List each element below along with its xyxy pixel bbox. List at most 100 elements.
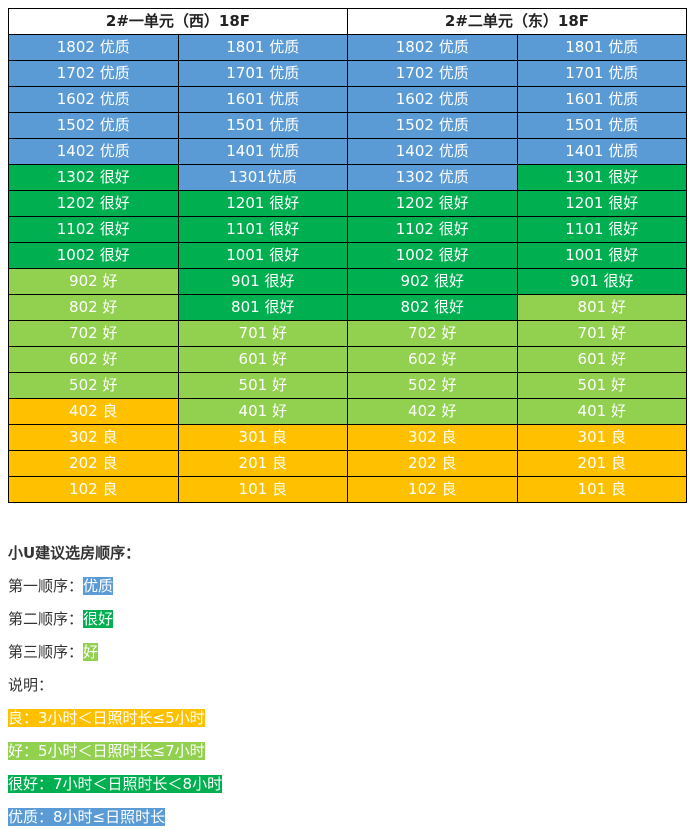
explain-label: 说明： <box>8 676 54 694</box>
notes: 小U建议选房顺序： 第一顺序：优质 第二顺序：很好 第三顺序：好 说明： 良：3小时… <box>8 542 223 839</box>
unit-cell: 1402 优质 <box>8 138 179 165</box>
table-row: 702 好 701 好 702 好 701 好 <box>8 320 687 347</box>
unit-cell: 301 良 <box>516 424 687 451</box>
unit-cell: 402 好 <box>347 398 518 425</box>
table-row: 1502 优质 1501 优质 1502 优质 1501 优质 <box>8 112 687 139</box>
unit-cell: 1501 优质 <box>177 112 348 139</box>
unit-cell: 1402 优质 <box>347 138 518 165</box>
table-row: 1302 很好 1301优质 1302 优质 1301 很好 <box>8 164 687 191</box>
unit-cell: 1101 很好 <box>516 216 687 243</box>
unit-cell: 702 好 <box>8 320 179 347</box>
order-item: 第一顺序：优质 <box>8 575 222 608</box>
unit-cell: 1201 很好 <box>516 190 687 217</box>
legend-text: 良：3小时＜日照时长≤5小时 <box>8 709 205 727</box>
table-row: 1102 很好 1101 很好 1102 很好 1101 很好 <box>8 216 687 243</box>
order-label: 第一顺序： <box>8 577 84 595</box>
unit-cell: 1701 优质 <box>177 60 348 87</box>
unit-cell: 1702 优质 <box>347 60 518 87</box>
unit-cell: 1601 优质 <box>177 86 348 113</box>
unit-cell: 501 好 <box>516 372 687 399</box>
table-row: 502 好 501 好 502 好 501 好 <box>8 372 687 399</box>
unit-cell: 801 好 <box>516 294 687 321</box>
unit-cell: 1102 很好 <box>347 216 518 243</box>
unit-cell: 1602 优质 <box>347 86 518 113</box>
unit-cell: 602 好 <box>347 346 518 373</box>
unit-cell: 1501 优质 <box>516 112 687 139</box>
unit-cell: 201 良 <box>177 450 348 477</box>
unit-cell: 802 很好 <box>347 294 518 321</box>
unit-cell: 1002 很好 <box>347 242 518 269</box>
legend-item: 优质：8小时≤日照时长 <box>8 806 222 839</box>
unit-cell: 1802 优质 <box>347 34 518 61</box>
unit-cell: 1201 很好 <box>177 190 348 217</box>
order-item: 第二顺序：很好 <box>8 608 222 641</box>
unit-cell: 602 好 <box>8 346 179 373</box>
unit-cell: 1302 优质 <box>347 164 518 191</box>
header-west-unit: 2#一单元（西）18F <box>8 8 348 35</box>
table-row: 902 好 901 很好 902 很好 901 很好 <box>8 268 687 295</box>
unit-cell: 1801 优质 <box>177 34 348 61</box>
table-row: 202 良 201 良 202 良 201 良 <box>8 450 687 477</box>
legend-item: 很好：7小时＜日照时长＜8小时 <box>8 773 223 806</box>
unit-cell: 201 良 <box>516 450 687 477</box>
order-label: 第二顺序： <box>8 610 84 628</box>
unit-cell: 1801 优质 <box>516 34 687 61</box>
unit-cell: 1001 很好 <box>516 242 687 269</box>
unit-cell: 901 很好 <box>516 268 687 295</box>
unit-cell: 1401 优质 <box>516 138 687 165</box>
order-item: 第三顺序：好 <box>8 641 222 674</box>
unit-cell: 302 良 <box>8 424 179 451</box>
table-row: 1702 优质 1701 优质 1702 优质 1701 优质 <box>8 60 687 87</box>
order-grade: 优质 <box>83 577 114 595</box>
unit-cell: 1101 很好 <box>177 216 348 243</box>
table-row: 1602 优质 1601 优质 1602 优质 1601 优质 <box>8 86 687 113</box>
table-row: 102 良 101 良 102 良 101 良 <box>8 476 687 503</box>
unit-cell: 101 良 <box>177 476 348 503</box>
unit-cell: 1701 优质 <box>516 60 687 87</box>
header-east-unit: 2#二单元（东）18F <box>347 8 687 35</box>
unit-cell: 502 好 <box>347 372 518 399</box>
table-row: 1202 很好 1201 很好 1202 很好 1201 很好 <box>8 190 687 217</box>
unit-cell: 1802 优质 <box>8 34 179 61</box>
unit-cell: 701 好 <box>516 320 687 347</box>
table-row: 1402 优质 1401 优质 1402 优质 1401 优质 <box>8 138 687 165</box>
order-label: 第三顺序： <box>8 643 84 661</box>
legend-text: 好：5小时＜日照时长≤7小时 <box>8 742 205 760</box>
unit-cell: 702 好 <box>347 320 518 347</box>
unit-cell: 1502 优质 <box>8 112 179 139</box>
table-row: 1002 很好 1001 很好 1002 很好 1001 很好 <box>8 242 687 269</box>
unit-cell: 202 良 <box>8 450 179 477</box>
unit-cell: 202 良 <box>347 450 518 477</box>
legend-text: 优质：8小时≤日照时长 <box>8 808 166 826</box>
order-grade: 很好 <box>83 610 114 628</box>
unit-cell: 1302 很好 <box>8 164 179 191</box>
unit-cell: 601 好 <box>177 346 348 373</box>
legend-text: 很好：7小时＜日照时长＜8小时 <box>8 775 223 793</box>
unit-cell: 601 好 <box>516 346 687 373</box>
unit-cell: 902 好 <box>8 268 179 295</box>
unit-cell: 1202 很好 <box>347 190 518 217</box>
table-row: 802 好 801 很好 802 很好 801 好 <box>8 294 687 321</box>
unit-cell: 302 良 <box>347 424 518 451</box>
table-row: 1802 优质 1801 优质 1802 优质 1801 优质 <box>8 34 687 61</box>
unit-cell: 401 好 <box>177 398 348 425</box>
unit-cell: 401 好 <box>516 398 687 425</box>
legend-item: 良：3小时＜日照时长≤5小时 <box>8 707 222 740</box>
unit-cell: 501 好 <box>177 372 348 399</box>
legend-item: 好：5小时＜日照时长≤7小时 <box>8 740 222 773</box>
unit-cell: 1401 优质 <box>177 138 348 165</box>
unit-cell: 901 很好 <box>177 268 348 295</box>
unit-cell: 1002 很好 <box>8 242 179 269</box>
unit-cell: 1301 很好 <box>516 164 687 191</box>
unit-cell: 1602 优质 <box>8 86 179 113</box>
unit-cell: 1102 很好 <box>8 216 179 243</box>
unit-cell: 301 良 <box>177 424 348 451</box>
unit-cell: 701 好 <box>177 320 348 347</box>
unit-cell: 502 好 <box>8 372 179 399</box>
unit-cell: 402 良 <box>8 398 179 425</box>
unit-cell: 1601 优质 <box>516 86 687 113</box>
unit-cell: 1001 很好 <box>177 242 348 269</box>
table-row: 402 良 401 好 402 好 401 好 <box>8 398 687 425</box>
unit-cell: 102 良 <box>347 476 518 503</box>
unit-cell: 1502 优质 <box>347 112 518 139</box>
